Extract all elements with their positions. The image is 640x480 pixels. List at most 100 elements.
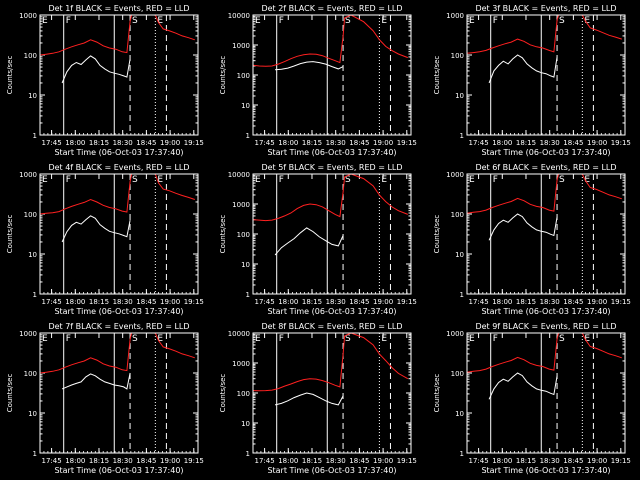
x-tick-label: 17:45 (41, 298, 61, 306)
event-marker-label: E (584, 16, 590, 26)
events-trace (61, 372, 131, 390)
x-tick-label: 18:30 (326, 457, 346, 465)
x-tick-label: 18:15 (302, 457, 322, 465)
lld-trace (40, 174, 195, 215)
lld-trace (253, 174, 408, 222)
chart-title: Det 3f BLACK = Events, RED = LLD (475, 4, 616, 13)
x-tick-label: 19:00 (587, 457, 607, 465)
y-tick-label: 100 (237, 231, 250, 239)
event-marker-label: F (279, 16, 284, 26)
x-tick-label: 17:45 (41, 139, 61, 147)
x-tick-label: 18:15 (302, 298, 322, 306)
y-tick-label: 100 (24, 211, 37, 219)
plot-frame (252, 173, 412, 295)
x-tick-label: 17:45 (41, 457, 61, 465)
x-tick-label: 17:45 (468, 139, 488, 147)
chart-title: Det 1f BLACK = Events, RED = LLD (48, 4, 189, 13)
y-axis-label: Counts/sec (6, 56, 14, 95)
y-tick-label: 10 (455, 251, 464, 259)
y-tick-label: 1000 (232, 201, 250, 209)
chart-panel-2: Det 2f BLACK = Events, RED = LLD Counts/s… (219, 4, 417, 157)
x-tick-label: 19:15 (397, 298, 417, 306)
x-tick-label: 18:00 (65, 298, 85, 306)
x-axis-label: Start Time (06-Oct-03 17:37:40) (54, 466, 183, 475)
event-marker-label: E (42, 175, 48, 185)
x-tick-label: 18:00 (278, 457, 298, 465)
event-marker-label: S (132, 334, 138, 344)
plot-frame (252, 332, 412, 454)
x-tick-label: 18:45 (136, 139, 156, 147)
lld-trace (467, 174, 622, 214)
y-tick-label: 10 (241, 420, 250, 428)
x-axis-label: Start Time (06-Oct-03 17:37:40) (54, 148, 183, 157)
event-marker-label: F (66, 16, 71, 26)
y-tick-label: 10000 (228, 330, 250, 338)
y-tick-label: 1 (246, 132, 250, 140)
x-tick-label: 17:45 (254, 457, 274, 465)
x-tick-label: 18:00 (65, 139, 85, 147)
x-tick-label: 18:00 (492, 298, 512, 306)
event-marker-label: S (559, 334, 565, 344)
chart-panel-4: Det 4f BLACK = Events, RED = LLD Counts/s… (6, 163, 204, 316)
event-marker-label: S (345, 334, 351, 344)
y-axis-label: Counts/sec (6, 215, 14, 254)
chart-title: Det 7f BLACK = Events, RED = LLD (48, 322, 189, 331)
y-tick-label: 1000 (19, 12, 37, 20)
event-marker-label: E (584, 175, 590, 185)
x-tick-label: 18:45 (136, 298, 156, 306)
events-trace (274, 392, 344, 406)
x-tick-label: 18:30 (540, 457, 560, 465)
chart-panel-7: Det 7f BLACK = Events, RED = LLD Counts/s… (6, 322, 204, 475)
event-marker-label: F (66, 175, 71, 185)
chart-title: Det 9f BLACK = Events, RED = LLD (475, 322, 616, 331)
y-tick-label: 1000 (446, 330, 464, 338)
x-tick-label: 18:45 (563, 139, 583, 147)
event-marker-label: E (157, 334, 163, 344)
event-marker-label: F (493, 334, 498, 344)
event-marker-label: E (255, 334, 261, 344)
x-axis-label: Start Time (06-Oct-03 17:37:40) (267, 148, 396, 157)
x-tick-label: 19:00 (587, 298, 607, 306)
events-trace (488, 213, 558, 241)
x-tick-label: 19:00 (373, 298, 393, 306)
event-marker-label: F (493, 175, 498, 185)
x-axis-label: Start Time (06-Oct-03 17:37:40) (54, 307, 183, 316)
x-tick-label: 18:45 (563, 457, 583, 465)
x-tick-label: 19:00 (373, 457, 393, 465)
y-tick-label: 1 (246, 450, 250, 458)
event-marker-label: E (381, 16, 387, 26)
y-axis-label: Counts/sec (219, 374, 227, 413)
chart-title: Det 2f BLACK = Events, RED = LLD (261, 4, 402, 13)
chart-panel-8: Det 8f BLACK = Events, RED = LLD Counts/s… (219, 322, 417, 475)
events-trace (275, 61, 344, 71)
lld-trace (40, 15, 195, 56)
y-tick-label: 1 (460, 450, 464, 458)
event-marker-label: E (381, 175, 387, 185)
y-tick-label: 10000 (228, 171, 250, 179)
x-tick-label: 19:15 (184, 457, 204, 465)
y-tick-label: 1 (460, 132, 464, 140)
x-tick-label: 18:15 (89, 457, 109, 465)
x-tick-label: 18:30 (326, 139, 346, 147)
x-tick-label: 18:15 (516, 457, 536, 465)
event-marker-label: E (157, 16, 163, 26)
event-marker-label: S (132, 175, 138, 185)
chart-title: Det 5f BLACK = Events, RED = LLD (261, 163, 402, 172)
chart-panel-9: Det 9f BLACK = Events, RED = LLD Counts/s… (433, 322, 631, 475)
event-marker-label: E (255, 16, 261, 26)
event-marker-label: F (279, 334, 284, 344)
y-tick-label: 1 (33, 291, 37, 299)
y-tick-label: 10 (28, 251, 37, 259)
x-tick-label: 18:15 (302, 139, 322, 147)
plot-frame (39, 332, 199, 454)
event-marker-label: E (584, 334, 590, 344)
x-tick-label: 18:45 (349, 139, 369, 147)
event-marker-label: E (255, 175, 261, 185)
x-tick-label: 19:15 (611, 139, 631, 147)
plot-frame (466, 173, 626, 295)
x-tick-label: 18:15 (516, 139, 536, 147)
y-axis-label: Counts/sec (219, 56, 227, 95)
event-marker-label: S (345, 175, 351, 185)
y-tick-label: 100 (451, 52, 464, 60)
x-tick-label: 18:30 (326, 298, 346, 306)
